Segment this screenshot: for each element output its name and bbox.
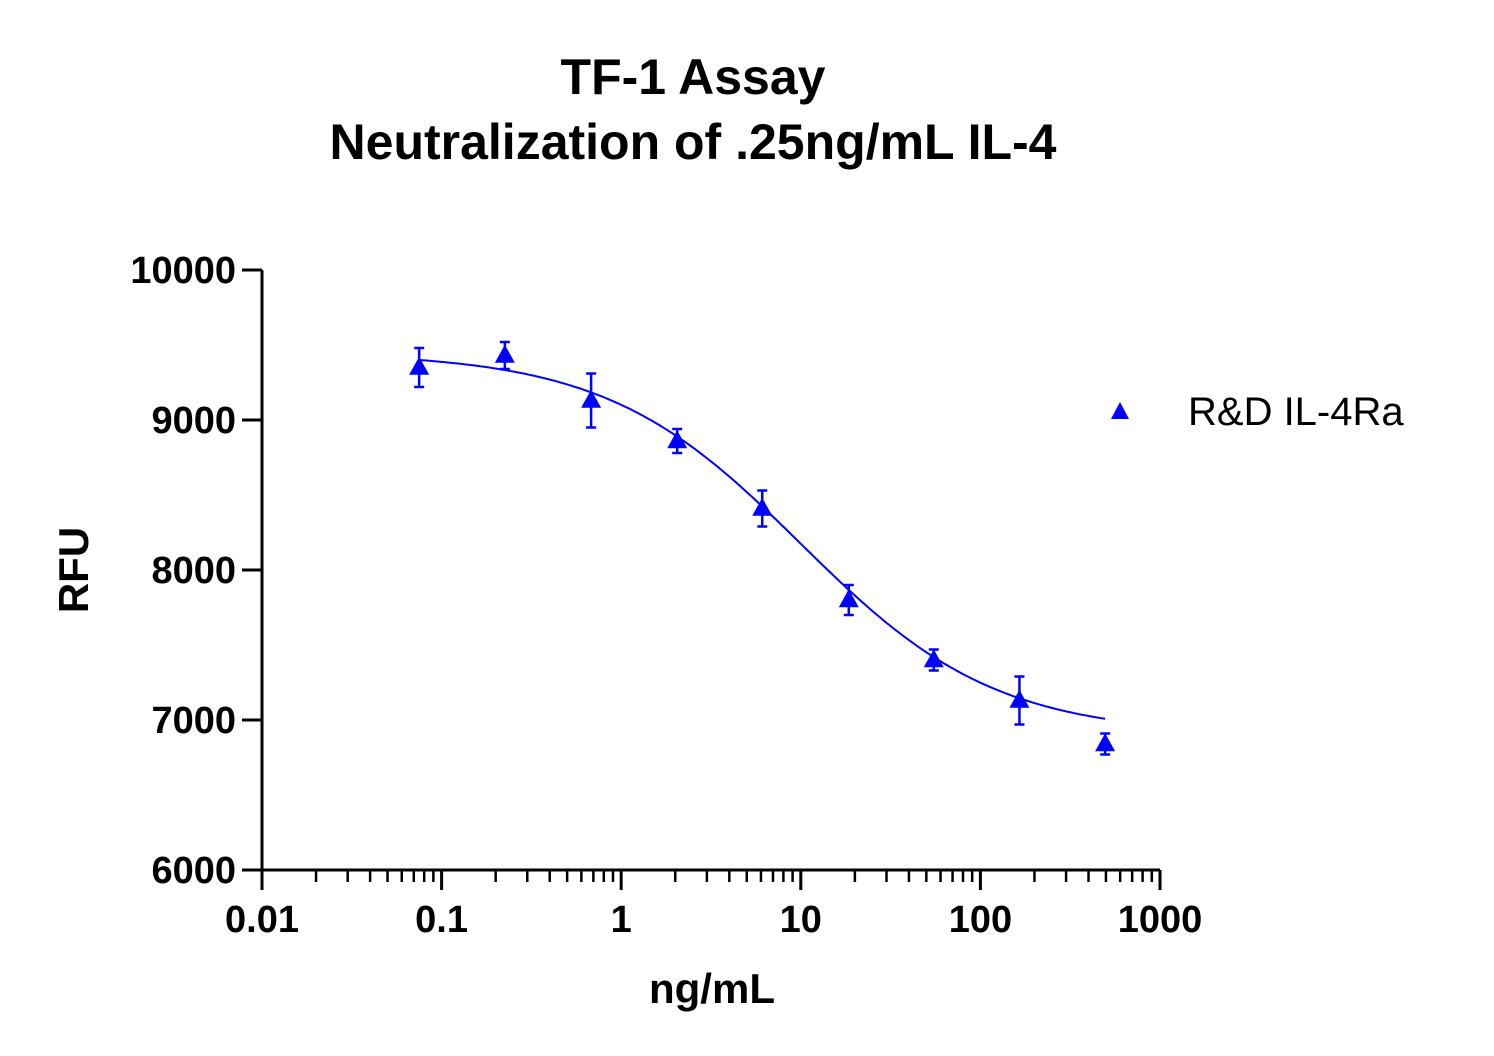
axes: 6000 7000 8000 9000 10000 0.01 0.1 1 10 100 1000 [130, 250, 1202, 941]
y-tick-label: 7000 [151, 700, 236, 742]
data-point [923, 648, 944, 672]
x-tick-label: 0.1 [415, 899, 468, 941]
triangle-marker [1095, 733, 1116, 752]
data-point [667, 427, 688, 455]
triangle-marker [581, 389, 602, 408]
chart-subtitle: Neutralization of .25ng/mL IL-4 [329, 114, 1057, 170]
data-point [752, 489, 773, 528]
y-tick-label: 9000 [151, 400, 236, 442]
triangle-marker [1009, 689, 1030, 708]
triangle-marker [409, 356, 430, 375]
data-point [409, 346, 430, 389]
data-points-layer [409, 340, 1116, 756]
data-point [838, 583, 859, 617]
legend-label: R&D IL-4Ra [1188, 390, 1404, 434]
data-point [494, 340, 515, 371]
triangle-marker [667, 430, 688, 449]
triangle-marker [838, 589, 859, 608]
chart-title: TF-1 Assay [560, 49, 826, 105]
x-axis-label: ng/mL [649, 965, 775, 1012]
y-tick-label: 6000 [151, 850, 236, 892]
data-point [1009, 675, 1030, 726]
x-tick-label: 1 [611, 899, 632, 941]
x-tick-label: 100 [949, 899, 1012, 941]
data-point [581, 372, 602, 429]
legend-marker-triangle-icon [1111, 402, 1129, 419]
triangle-marker [494, 344, 515, 363]
x-tick-label: 1000 [1118, 899, 1203, 941]
y-axis-label: RFU [50, 527, 97, 613]
x-tick-label: 0.01 [225, 899, 299, 941]
triangle-marker [923, 649, 944, 668]
y-tick-label: 10000 [130, 250, 236, 292]
legend: R&D IL-4Ra [1111, 390, 1404, 434]
fit-curve [419, 359, 1106, 720]
fit-curve-layer [419, 359, 1106, 720]
x-tick-label: 10 [780, 899, 822, 941]
y-tick-label: 8000 [151, 550, 236, 592]
triangle-marker [752, 497, 773, 516]
data-point [1095, 732, 1116, 756]
